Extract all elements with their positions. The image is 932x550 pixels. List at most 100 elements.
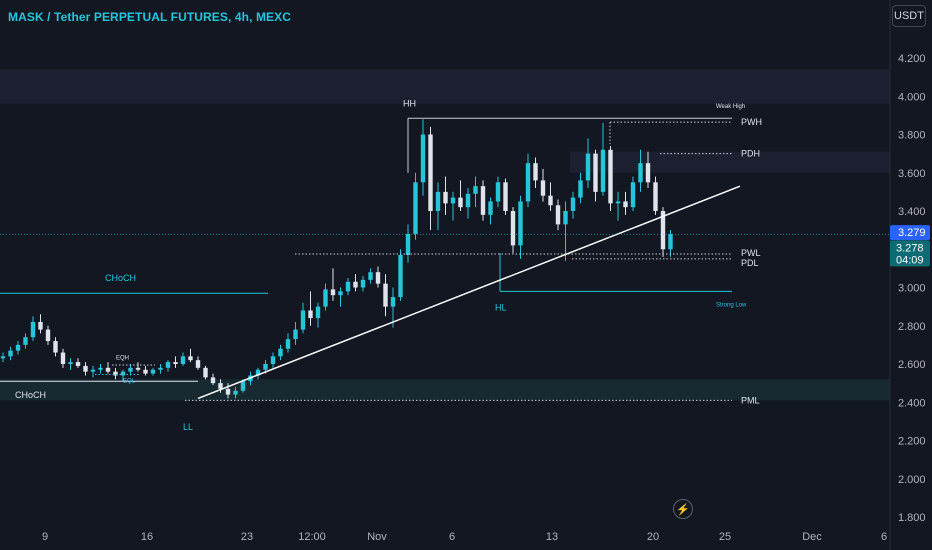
candle-body xyxy=(653,182,658,211)
chart-title: MASK / Tether PERPETUAL FUTURES, 4h, MEX… xyxy=(8,10,292,24)
candle-body xyxy=(338,291,343,296)
candle-body xyxy=(660,211,666,250)
candle-body xyxy=(30,321,36,338)
candle-body xyxy=(623,201,628,208)
ll-label: LL xyxy=(183,422,193,432)
candle-body xyxy=(450,197,456,204)
candle-body xyxy=(15,344,21,351)
candle-body xyxy=(45,329,51,342)
candle-body xyxy=(533,163,538,181)
candle-body xyxy=(308,310,313,319)
level-label: PML xyxy=(741,395,760,405)
candle-body xyxy=(398,254,403,298)
candle-body xyxy=(173,362,178,364)
candle-body xyxy=(570,197,576,211)
x-tick-label: 23 xyxy=(241,531,253,543)
candle-body xyxy=(353,281,358,288)
candle-body xyxy=(405,233,411,255)
candle-body xyxy=(83,365,88,372)
candle-body xyxy=(188,356,193,361)
candle-body xyxy=(465,193,471,208)
level-label: PDL xyxy=(741,258,759,268)
zone-band xyxy=(570,151,890,173)
x-tick-label: 6 xyxy=(881,531,887,543)
candle-body xyxy=(293,329,298,340)
candle-body xyxy=(645,163,651,183)
y-tick-label: 2.000 xyxy=(898,474,926,486)
y-tick-label: 4.000 xyxy=(898,91,926,103)
candle-body xyxy=(383,283,388,307)
candle-body xyxy=(600,149,606,192)
level-label: PWL xyxy=(741,248,761,258)
eql-label: EQL xyxy=(123,378,136,384)
candle-body xyxy=(548,195,553,206)
candle-body xyxy=(488,201,493,215)
candle-body xyxy=(270,356,276,364)
candle-body xyxy=(113,371,118,376)
level-label: Strong Low xyxy=(716,302,747,308)
zone-band xyxy=(0,69,890,104)
candle-body xyxy=(218,383,223,389)
bar-countdown: 04:09 xyxy=(896,254,924,266)
candle-body xyxy=(368,272,373,280)
candle-body xyxy=(203,367,208,378)
candle-body xyxy=(495,182,501,202)
candle-body xyxy=(128,367,133,372)
y-tick-label: 2.800 xyxy=(898,321,926,333)
candle-body xyxy=(593,153,598,192)
candle-body xyxy=(23,337,28,345)
candle-body xyxy=(563,211,568,225)
x-tick-label: Dec xyxy=(802,531,822,543)
level-label: Weak High xyxy=(716,104,745,110)
candle-body xyxy=(323,289,328,307)
x-tick-label: Nov xyxy=(367,531,387,543)
last-price-tag xyxy=(890,225,930,241)
y-tick-label: 3.600 xyxy=(898,168,926,180)
candle-body xyxy=(105,367,111,372)
current-price-value: 3.278 xyxy=(896,242,924,254)
candle-body xyxy=(458,197,463,208)
candle-body xyxy=(345,281,351,292)
candle-body xyxy=(585,153,591,181)
candle-body xyxy=(630,182,636,208)
candle-body xyxy=(8,350,13,357)
candle-body xyxy=(578,180,583,198)
candle-body xyxy=(473,186,478,194)
y-tick-label: 3.000 xyxy=(898,283,926,295)
candle-body xyxy=(60,352,66,364)
currency-selector-button[interactable]: USDT xyxy=(892,5,926,27)
candle-body xyxy=(510,211,516,246)
candle-body xyxy=(75,362,81,366)
last-price-value: 3.279 xyxy=(898,227,926,239)
candle-body xyxy=(53,341,58,353)
candle-body xyxy=(158,367,163,370)
x-tick-label: 13 xyxy=(546,531,558,543)
y-tick-label: 1.800 xyxy=(898,512,926,524)
x-tick-label: 25 xyxy=(719,531,731,543)
candle-body xyxy=(0,356,6,359)
candle-body xyxy=(150,369,156,374)
y-tick-label: 2.400 xyxy=(898,397,926,409)
candle-body xyxy=(165,362,171,368)
x-tick-label: 6 xyxy=(449,531,455,543)
candle-body xyxy=(608,149,613,204)
candle-body xyxy=(518,201,523,246)
y-tick-label: 2.200 xyxy=(898,436,926,448)
candle-body xyxy=(263,364,268,370)
candle-body xyxy=(38,321,43,330)
candle-body xyxy=(525,163,531,202)
y-tick-label: 3.800 xyxy=(898,130,926,142)
candle-body xyxy=(195,360,201,368)
lightning-icon[interactable]: ⚡ xyxy=(673,499,693,519)
candle-body xyxy=(638,163,643,183)
y-tick-label: 4.200 xyxy=(898,53,926,65)
choch-label: CHoCH xyxy=(15,390,46,400)
candle-body xyxy=(503,182,508,211)
y-tick-label: 2.600 xyxy=(898,359,926,371)
trendline xyxy=(197,185,741,400)
candle-body xyxy=(540,180,546,196)
level-label: PWH xyxy=(741,117,762,127)
candle-body xyxy=(480,186,486,215)
candle-body xyxy=(435,191,441,211)
